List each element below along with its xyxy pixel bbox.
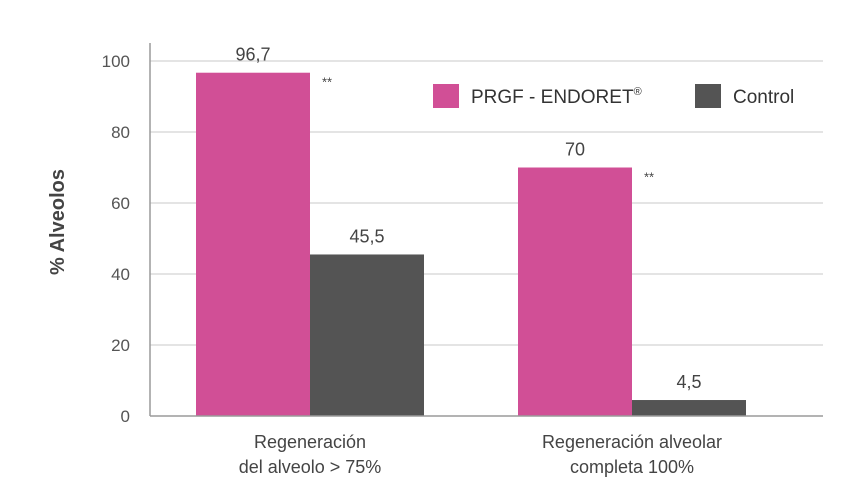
- x-category-label-1-line-1: completa 100%: [570, 457, 694, 477]
- y-tick-40: 40: [111, 265, 130, 284]
- data-label-prgf-1: 70: [565, 140, 585, 160]
- x-category-labels: Regeneración del alveolo > 75% Regeneració…: [239, 432, 722, 477]
- significance-marker-1: **: [644, 170, 654, 185]
- y-axis-label: % Alveolos: [47, 169, 69, 275]
- legend-swatch-prgf: [433, 84, 459, 108]
- data-label-prgf-0: 96,7: [235, 45, 270, 65]
- bar-control-0: [310, 254, 424, 416]
- legend-label-control: Control: [733, 87, 794, 108]
- bar-control-1: [632, 400, 746, 416]
- y-tick-100: 100: [102, 52, 130, 71]
- legend: PRGF - ENDORET® Control: [433, 84, 794, 108]
- x-category-label-0-line-0: Regeneración: [254, 432, 366, 452]
- bar-prgf-1: [518, 167, 632, 416]
- data-label-control-1: 4,5: [676, 372, 701, 392]
- bar-prgf-0: [196, 72, 310, 416]
- y-tick-20: 20: [111, 336, 130, 355]
- y-tick-60: 60: [111, 194, 130, 213]
- data-label-control-0: 45,5: [349, 226, 384, 246]
- x-category-label-0-line-1: del alveolo > 75%: [239, 457, 382, 477]
- data-labels: 96,7 ** 45,5 70 ** 4,5: [235, 45, 701, 392]
- y-tick-labels: 0 20 40 60 80 100: [102, 52, 130, 426]
- legend-swatch-control: [695, 84, 721, 108]
- bars: [196, 72, 746, 416]
- y-tick-80: 80: [111, 123, 130, 142]
- legend-registered-mark: ®: [634, 86, 642, 98]
- legend-label-prgf: PRGF - ENDORET®: [471, 86, 642, 108]
- significance-marker-0: **: [322, 75, 332, 90]
- x-category-label-1-line-0: Regeneración alveolar: [542, 432, 722, 452]
- y-tick-0: 0: [121, 407, 130, 426]
